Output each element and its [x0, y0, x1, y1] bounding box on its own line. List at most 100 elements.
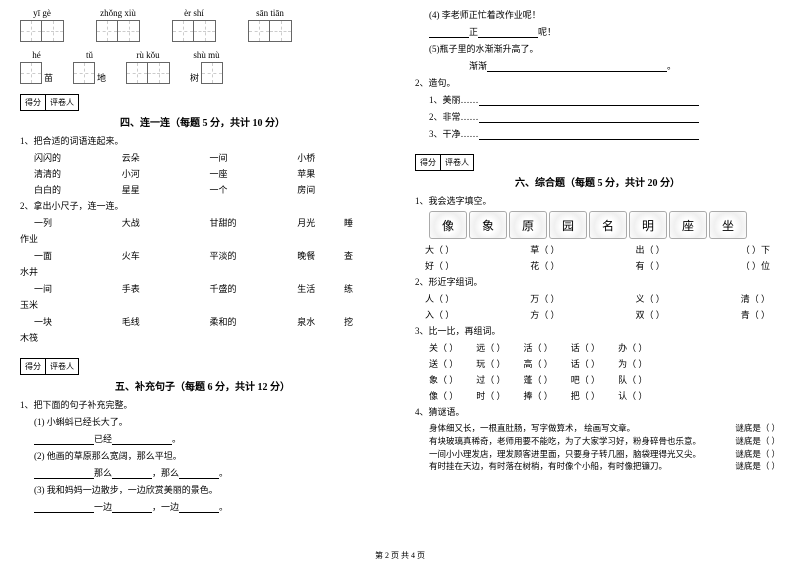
pinyin-item: èr shí	[172, 8, 216, 42]
fill-item: 人（ ）	[425, 292, 454, 305]
fill-item: 义（ ）	[635, 292, 664, 305]
pinyin-item: shù mù 树	[190, 50, 223, 84]
pinyin-text: zhǒng xiù	[100, 8, 136, 18]
pinyin-text: shù mù	[193, 50, 219, 60]
blank-line[interactable]	[479, 130, 699, 140]
fill-item: 出（ ）	[635, 243, 664, 256]
match-item: 房间	[297, 183, 385, 196]
score-box: 得分评卷人	[415, 154, 474, 171]
blank-line[interactable]	[34, 503, 94, 513]
fill-item: 过（ ）	[476, 373, 505, 386]
line-label: 作业	[20, 232, 385, 245]
match-item: 泉水	[297, 315, 385, 328]
sentence-text: (2) 他画的草原那么宽阔，那么平坦。	[34, 449, 385, 462]
match-item: 柔和的	[210, 315, 298, 328]
riddle-answer: 谜底是（ ）	[735, 435, 780, 448]
riddle-text: 有时挂在天边，有时落在树梢，有时像个小船，有时像把镰刀。	[429, 460, 667, 473]
apple-row: 像 象 原 园 名 明 座 坐	[415, 211, 780, 239]
blank-line[interactable]	[429, 28, 469, 38]
apple-char: 座	[669, 211, 707, 239]
pinyin-item: sān tiān	[248, 8, 292, 42]
apple-char: 园	[549, 211, 587, 239]
fill-item: 送（ ）	[429, 357, 458, 370]
fill-item: 话（ ）	[571, 341, 600, 354]
fill-item: 入（ ）	[425, 308, 454, 321]
riddle-answer: 谜底是（ ）	[735, 460, 780, 473]
sentence-text: (4) 李老师正忙着改作业呢！	[429, 8, 780, 21]
question-text: 2、拿出小尺子，连一连。	[20, 199, 385, 212]
fill-item: 好（ ）	[425, 259, 454, 272]
fill-item: 队（ ）	[618, 373, 647, 386]
pinyin-text: hé	[32, 50, 41, 60]
fill-item: 大（ ）	[425, 243, 454, 256]
fill-item: 像（ ）	[429, 389, 458, 402]
pinyin-text: sān tiān	[256, 8, 284, 18]
blank-line[interactable]	[479, 96, 699, 106]
apple-char: 象	[469, 211, 507, 239]
line-label: 玉米	[20, 298, 385, 311]
score-label: 得分	[21, 95, 46, 110]
grader-label: 评卷人	[46, 95, 78, 110]
section-6-title: 六、综合题（每题 5 分，共计 20 分）	[415, 174, 780, 189]
match-item: 星星	[122, 183, 210, 196]
apple-char: 明	[629, 211, 667, 239]
fill-item: 青（ ）	[741, 308, 770, 321]
blank-line[interactable]	[112, 435, 172, 445]
blank-line[interactable]	[179, 469, 219, 479]
question-text: 4、猜谜语。	[415, 405, 780, 418]
blank-line[interactable]	[34, 435, 94, 445]
fill-item: 双（ ）	[635, 308, 664, 321]
right-column: (4) 李老师正忙着改作业呢！ 正呢！ (5)瓶子里的水渐渐升高了。 渐渐。 2…	[415, 8, 780, 517]
blank-line[interactable]	[478, 28, 538, 38]
fill-item: 为（ ）	[618, 357, 647, 370]
char-grid	[96, 20, 140, 42]
fill-word: 一边	[94, 502, 112, 512]
blank-line[interactable]	[112, 503, 152, 513]
fill-word: 正	[469, 27, 478, 37]
blank-line[interactable]	[487, 62, 667, 72]
continued-questions: (4) 李老师正忙着改作业呢！ 正呢！ (5)瓶子里的水渐渐升高了。 渐渐。	[415, 8, 780, 72]
match-item: 练	[344, 282, 353, 295]
match-item: 小桥	[297, 151, 385, 164]
pinyin-text: tǔ	[86, 50, 93, 60]
sentence-text: (3) 我和妈妈一边散步，一边欣赏美丽的景色。	[34, 483, 385, 496]
match-group-1: 闪闪的云朵一间小桥 清清的小河一座苹果 白白的星星一个房间	[20, 151, 385, 196]
fill-item: 时（ ）	[476, 389, 505, 402]
match-item: 千盛的	[210, 282, 298, 295]
match-item: 毛线	[122, 315, 210, 328]
char-grid	[172, 20, 216, 42]
pinyin-row-1: yī gè zhǒng xiù èr shí sān tiān	[20, 8, 385, 42]
match-item: 一间	[210, 151, 298, 164]
match-item: 平淡的	[210, 249, 298, 262]
pinyin-item: hé苗	[20, 50, 53, 84]
fill-item: 方（ ）	[530, 308, 559, 321]
fill-item: 有（ ）	[635, 259, 664, 272]
fill-item: 话（ ）	[571, 357, 600, 370]
match-item: 一间	[34, 282, 122, 295]
fill-item: 远（ ）	[476, 341, 505, 354]
match-item: 大战	[122, 216, 210, 229]
match-item: 晚餐	[297, 249, 385, 262]
pinyin-text: rù kǒu	[136, 50, 159, 60]
question-text: 3、比一比，再组词。	[415, 324, 780, 337]
pinyin-item: zhǒng xiù	[96, 8, 140, 42]
left-column: yī gè zhǒng xiù èr shí sān tiān hé苗 tǔ地 …	[20, 8, 385, 517]
match-item: 闪闪的	[34, 151, 122, 164]
match-item: 查	[344, 249, 353, 262]
question-text: 1、把合适的词语连起来。	[20, 134, 385, 147]
blank-line[interactable]	[112, 469, 152, 479]
apple-char: 坐	[709, 211, 747, 239]
riddle-text: 身体细又长，一根直肚肠，写字做算术， 绘画写文章。	[429, 422, 635, 435]
question-text: 1、把下面的句子补充完整。	[20, 398, 385, 411]
blank-line[interactable]	[479, 113, 699, 123]
fill-item: 玩（ ）	[476, 357, 505, 370]
char-label: 树	[190, 71, 199, 84]
blank-line[interactable]	[179, 503, 219, 513]
section-5-title: 五、补充句子（每题 6 分，共计 12 分）	[20, 378, 385, 393]
line-label: 水井	[20, 265, 385, 278]
fill-item: 万（ ）	[530, 292, 559, 305]
fill-item: 象（ ）	[429, 373, 458, 386]
blank-line[interactable]	[34, 469, 94, 479]
match-item: 月光	[297, 216, 385, 229]
apple-char: 像	[429, 211, 467, 239]
